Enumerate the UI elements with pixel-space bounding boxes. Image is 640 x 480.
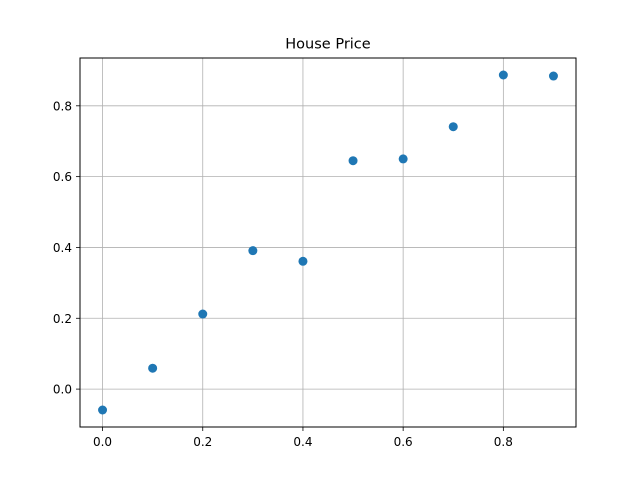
y-tick-label-3: 0.6 <box>53 170 72 184</box>
data-point-2 <box>198 309 208 319</box>
x-tick-label-3: 0.6 <box>394 435 413 449</box>
data-point-9 <box>548 71 558 81</box>
y-tick-label-2: 0.4 <box>53 241 72 255</box>
plot-frame <box>79 57 577 428</box>
grid-lines <box>80 58 576 427</box>
data-point-1 <box>148 363 158 373</box>
y-tick-label-0: 0.0 <box>53 383 72 397</box>
axes <box>79 57 577 428</box>
tick-labels: 0.0 0.2 0.4 0.6 0.8 0.0 0.2 0.4 0.6 0.8 <box>53 99 513 449</box>
data-point-6 <box>398 154 408 164</box>
data-point-3 <box>248 246 258 256</box>
data-point-7 <box>448 122 458 132</box>
x-tick-label-4: 0.8 <box>494 435 513 449</box>
x-tick-label-1: 0.2 <box>193 435 212 449</box>
x-tick-label-0: 0.0 <box>93 435 112 449</box>
x-tick-label-2: 0.4 <box>293 435 312 449</box>
y-tick-label-1: 0.2 <box>53 312 72 326</box>
data-point-8 <box>498 70 508 80</box>
data-point-5 <box>348 156 358 166</box>
chart-title: House Price <box>285 37 371 53</box>
data-point-0 <box>98 405 108 415</box>
y-tick-label-4: 0.8 <box>53 99 72 113</box>
data-points <box>98 70 558 415</box>
data-point-4 <box>298 256 308 266</box>
